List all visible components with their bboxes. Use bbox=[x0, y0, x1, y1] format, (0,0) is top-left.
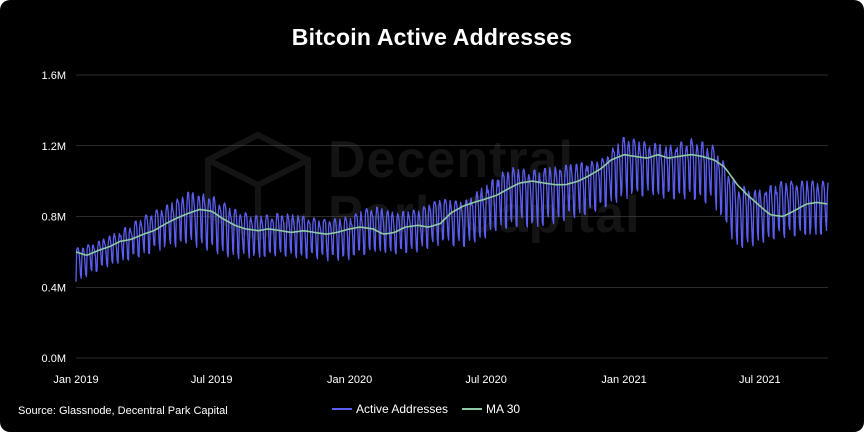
y-tick-label: 0.4M bbox=[42, 282, 66, 294]
watermark: Decentral Park Capital bbox=[198, 130, 668, 250]
x-tick-label: Jan 2020 bbox=[327, 374, 372, 386]
x-tick-label: Jan 2019 bbox=[53, 374, 98, 386]
legend-swatch-ma bbox=[462, 408, 483, 410]
watermark-line1: Decentral bbox=[328, 131, 574, 189]
y-tick-label: 0.0M bbox=[42, 353, 66, 365]
y-tick-label: 1.2M bbox=[42, 141, 66, 153]
legend-label-ma: MA 30 bbox=[486, 402, 521, 416]
y-tick-label: 0.8M bbox=[42, 212, 66, 224]
x-tick-label: Jul 2020 bbox=[465, 374, 507, 386]
x-tick-label: Jan 2021 bbox=[601, 374, 646, 386]
y-tick-label: 1.6M bbox=[42, 70, 66, 82]
source-note: Source: Glassnode, Decentral Park Capita… bbox=[18, 405, 228, 417]
x-tick-label: Jul 2021 bbox=[739, 374, 781, 386]
x-tick-label: Jul 2019 bbox=[191, 374, 233, 386]
legend-item-ma: MA 30 bbox=[462, 402, 520, 416]
legend-label-active: Active Addresses bbox=[356, 402, 449, 416]
chart-title: Bitcoin Active Addresses bbox=[291, 24, 573, 50]
legend-item-active: Active Addresses bbox=[332, 402, 448, 416]
legend: Active Addresses MA 30 bbox=[332, 400, 534, 418]
series-active-addresses bbox=[75, 136, 829, 282]
legend-swatch-active bbox=[332, 408, 352, 410]
series-ma-30 bbox=[75, 153, 828, 256]
